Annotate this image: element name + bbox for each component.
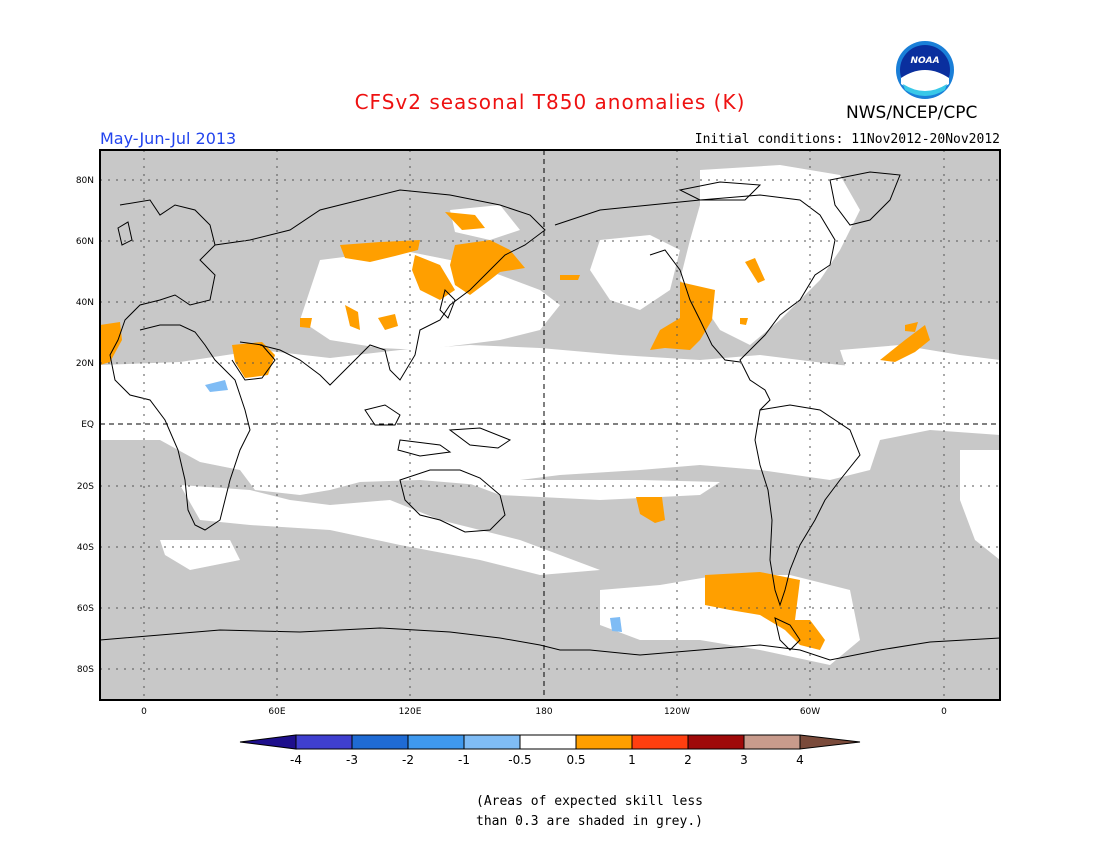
footnote: (Areas of expected skill less than 0.3 a… (476, 792, 736, 832)
lon-label: 120W (664, 707, 690, 717)
forecast-period: May-Jun-Jul 2013 (100, 129, 237, 148)
colorbar-swatch (631, 734, 689, 750)
coastlines (99, 171, 1001, 661)
lat-label: 40S (77, 543, 94, 553)
colorbar-label: -1 (458, 753, 470, 767)
warm-anomalies (100, 212, 930, 650)
cool-anomalies (205, 380, 622, 632)
colorbar-swatch (575, 734, 633, 750)
colorbar-label: -3 (346, 753, 358, 767)
reference-lines (100, 150, 1000, 700)
colorbar-labels: -4 -3 -2 -1 -0.5 0.5 1 2 3 4 (290, 753, 804, 767)
colorbar-swatch (407, 734, 465, 750)
lon-label: 0 (141, 707, 147, 717)
colorbar-label: 3 (740, 753, 748, 767)
colorbar-label: 0.5 (566, 753, 585, 767)
colorbar-swatch (239, 734, 297, 750)
colorbar-swatch (295, 734, 353, 750)
lat-label: EQ (81, 420, 94, 430)
lon-label: 60E (268, 707, 285, 717)
colorbar-label: 2 (684, 753, 692, 767)
lat-label: 80N (76, 176, 94, 186)
colorbar-swatch (351, 734, 409, 750)
lat-label: 80S (77, 665, 94, 675)
colorbar-label: -0.5 (508, 753, 531, 767)
lon-axis: 0 60E 120E 180 120W 60W 0 (141, 707, 947, 717)
gridlines (100, 150, 1000, 700)
lat-axis: 80N 60N 40N 20N EQ 20S 40S 60S 80S (76, 176, 94, 675)
colorbar-swatch (743, 734, 801, 750)
colorbar-label: 1 (628, 753, 636, 767)
lat-label: 60S (77, 604, 94, 614)
map-title: CFSv2 seasonal T850 anomalies (K) (354, 90, 746, 114)
colorbar (239, 734, 861, 750)
colorbar-label: -2 (402, 753, 414, 767)
footnote-line: than 0.3 are shaded in grey.) (476, 814, 703, 829)
colorbar-swatch (799, 734, 861, 750)
skillful-regions (100, 165, 1000, 665)
colorbar-label: 4 (796, 753, 804, 767)
colorbar-swatch (519, 734, 577, 750)
colorbar-swatch (687, 734, 745, 750)
lat-label: 60N (76, 237, 94, 247)
logo-text: NOAA (910, 56, 939, 66)
map-frame (99, 149, 1001, 701)
lat-label: 20N (76, 359, 94, 369)
org-label: NWS/NCEP/CPC (846, 103, 978, 123)
lat-label: 40N (76, 298, 94, 308)
lon-label: 180 (535, 707, 552, 717)
lat-label: 20S (77, 482, 94, 492)
footnote-line: (Areas of expected skill less (476, 794, 703, 809)
initial-conditions: Initial conditions: 11Nov2012-20Nov2012 (694, 132, 1000, 147)
colorbar-label: -4 (290, 753, 302, 767)
lon-label: 120E (399, 707, 422, 717)
colorbar-swatch (463, 734, 521, 750)
lon-label: 0 (941, 707, 947, 717)
noaa-logo: NOAA (895, 40, 955, 100)
lon-label: 60W (800, 707, 820, 717)
